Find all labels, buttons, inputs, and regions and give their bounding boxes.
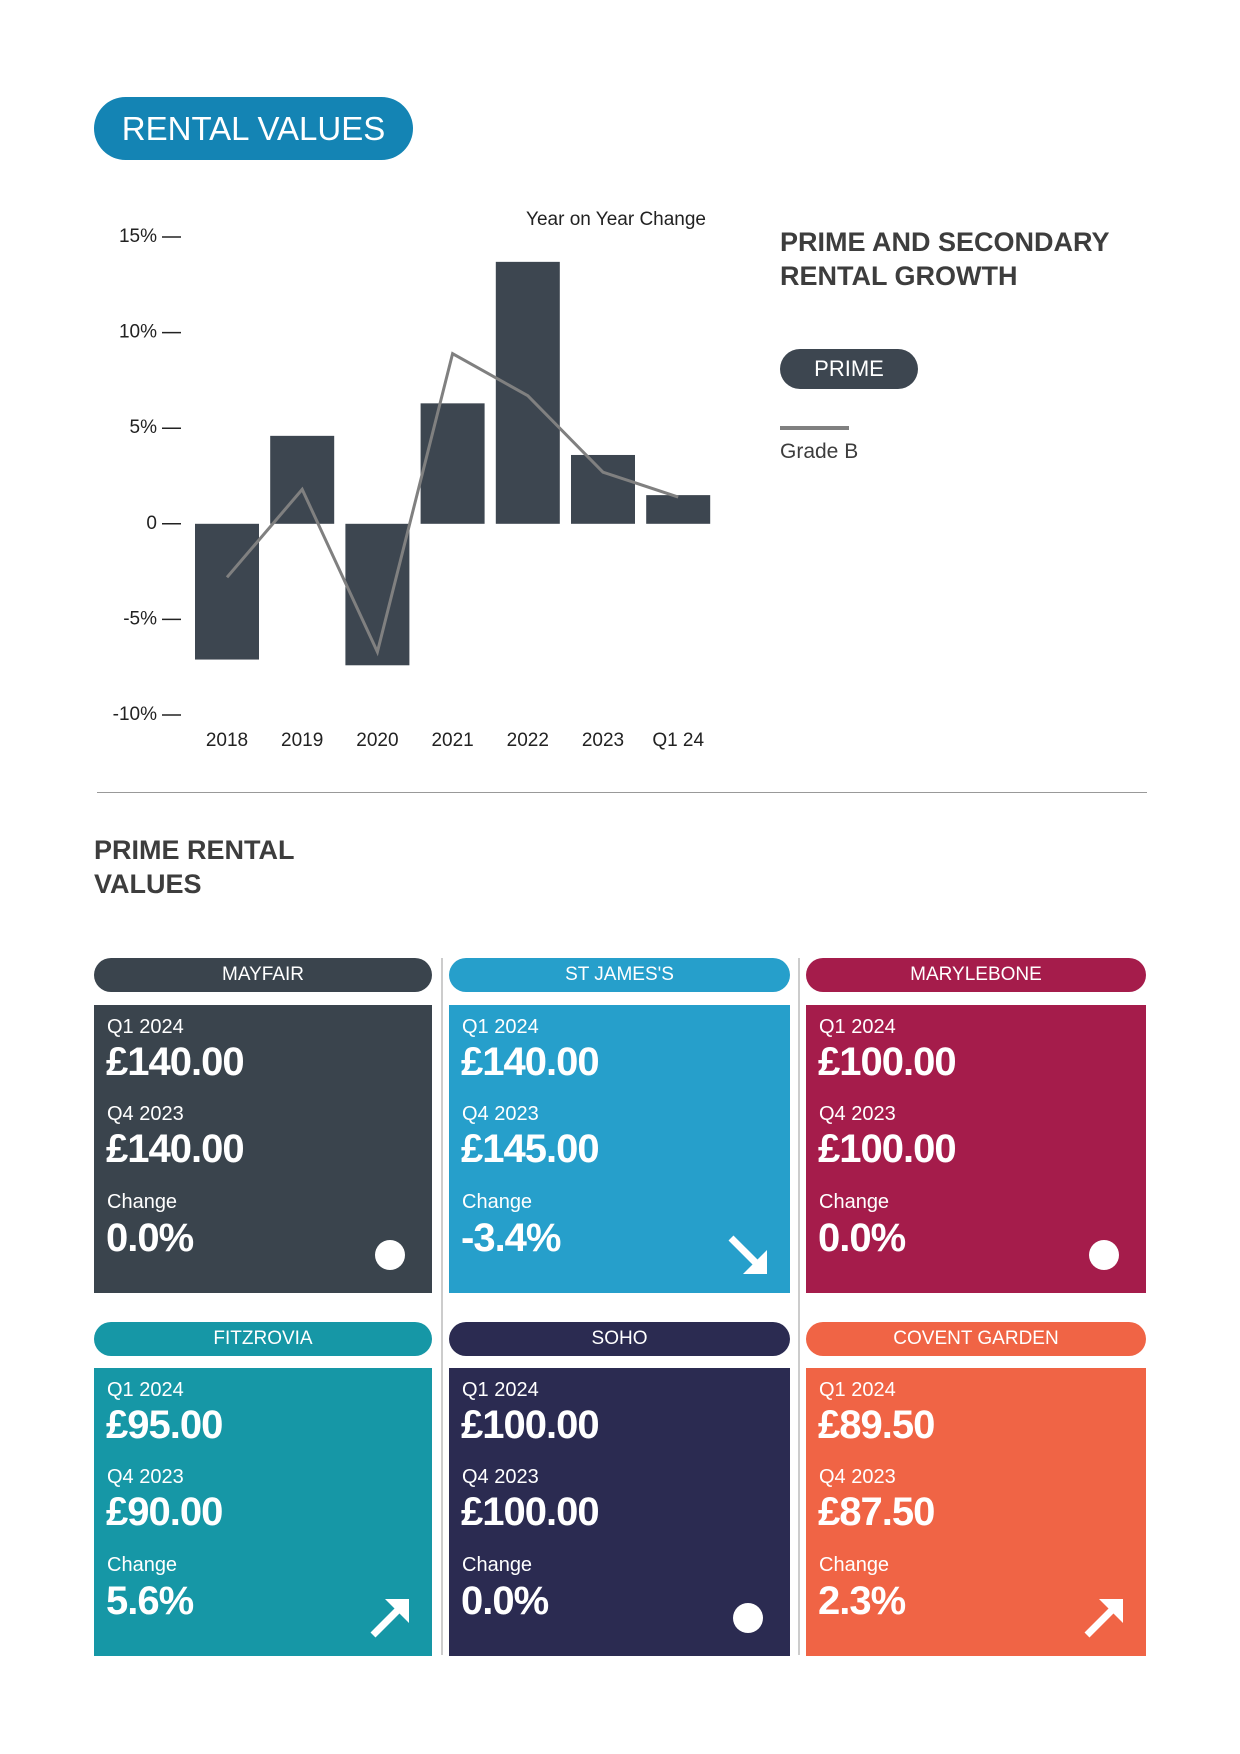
trend-icon [375,1240,405,1270]
dot [1089,1240,1119,1270]
change-label: Change [819,1191,890,1213]
x-tick-label: 2019 [281,730,323,751]
change-label: Change [107,1554,178,1576]
q4-label: Q4 2023 [107,1103,184,1125]
x-tick-label: 2023 [582,730,624,751]
y-tick-label: 10% [119,322,157,343]
change-value: 5.6% [106,1579,194,1623]
card: Q1 2024 £100.00 Q4 2023 £100.00 Change 0.0% [806,1005,1146,1293]
trend-icon [1089,1240,1119,1270]
line [225,351,679,657]
divider [97,792,1147,793]
annotation: Year on Year Change [526,209,706,230]
q4-label: Q4 2023 [819,1466,896,1488]
change-value: 0.0% [106,1216,194,1260]
dot [733,1603,763,1633]
q1-value: £89.50 [818,1403,935,1447]
q1-value: £100.00 [461,1403,600,1447]
card: Q1 2024 £100.00 Q4 2023 £100.00 Change 0.0% [449,1368,790,1656]
y-tick-label: -5% [123,608,157,629]
bar [345,523,410,666]
card: Q1 2024 £89.50 Q4 2023 £87.50 Change 2.3% [806,1368,1146,1656]
change-label: Change [462,1554,533,1576]
arrow-head [385,1599,409,1623]
q1-label: Q1 2024 [107,1016,184,1038]
bar [420,403,485,524]
legend-title: PRIME AND SECONDARY RENTAL GROWTH [780,227,1110,291]
bar [195,523,259,660]
change-label: Change [107,1191,178,1213]
card-header: COVENT GARDEN [806,1322,1146,1356]
separator [441,958,443,1655]
trend-icon [728,1235,767,1274]
legend-swatch [780,426,849,430]
bar [646,495,711,524]
card-header: SOHO [449,1322,790,1356]
q4-value: £140.00 [106,1127,245,1171]
q1-value: £140.00 [106,1040,245,1084]
x-tick-label: 2020 [356,730,398,751]
q4-value: £90.00 [106,1490,223,1534]
change-value: -3.4% [461,1216,561,1260]
change-value: 0.0% [818,1216,906,1260]
x-tick-label: Q1 24 [652,730,704,751]
arrow [370,1599,409,1638]
y-tick-label: -10% [113,704,157,725]
change-label: Change [462,1191,533,1213]
arrow [1084,1599,1123,1638]
page-title: RENTAL VALUES [94,97,413,160]
x-tick-label: 2018 [206,730,248,751]
chart: 15% 10% 5% 0 -5% -10% Year on Year Change 2018 2… [113,209,711,751]
q1-value: £100.00 [818,1040,957,1084]
q1-value: £140.00 [461,1040,600,1084]
card: Q1 2024 £140.00 Q4 2023 £140.00 Change 0.0% [94,1005,432,1293]
bar [270,435,335,524]
y-tick-label: 15% [119,226,157,247]
q4-value: £100.00 [461,1490,600,1534]
legend-entry: PRIME [780,349,918,389]
q4-value: £145.00 [461,1127,600,1171]
q1-label: Q1 2024 [107,1379,184,1401]
card-header: MAYFAIR [94,958,432,992]
arrow-head [743,1250,767,1274]
x-tick-label: 2022 [507,730,549,751]
trend-icon [1084,1599,1123,1638]
y-tick-label: 0 [146,513,157,534]
card: Q1 2024 £95.00 Q4 2023 £90.00 Change 5.6% [94,1368,432,1656]
dot [375,1240,405,1270]
change-value: 2.3% [818,1579,906,1623]
card-header: ST JAMES'S [449,958,790,992]
q4-label: Q4 2023 [819,1103,896,1125]
trend-icon [733,1603,763,1633]
section-title: PRIME RENTAL VALUES [94,835,295,899]
q1-value: £95.00 [106,1403,223,1447]
trend-icon [370,1599,409,1638]
card: Q1 2024 £140.00 Q4 2023 £145.00 Change -3.4% [449,1005,790,1293]
change-value: 0.0% [461,1579,549,1623]
q4-label: Q4 2023 [462,1103,539,1125]
arrow [728,1235,767,1274]
bar [571,454,635,524]
card-header: FITZROVIA [94,1322,432,1356]
q1-label: Q1 2024 [462,1016,539,1038]
arrow-head [1099,1599,1123,1623]
q4-value: £100.00 [818,1127,957,1171]
y-tick-label: 5% [130,417,158,438]
card-header: MARYLEBONE [806,958,1146,992]
q1-label: Q1 2024 [462,1379,539,1401]
x-tick-label: 2021 [431,730,473,751]
separator [798,958,800,1655]
legend-entry: Grade B [780,440,859,463]
q4-label: Q4 2023 [107,1466,184,1488]
bar [495,261,560,524]
q1-label: Q1 2024 [819,1379,896,1401]
change-label: Change [819,1554,890,1576]
q1-label: Q1 2024 [819,1016,896,1038]
q4-label: Q4 2023 [462,1466,539,1488]
q4-value: £87.50 [818,1490,935,1534]
